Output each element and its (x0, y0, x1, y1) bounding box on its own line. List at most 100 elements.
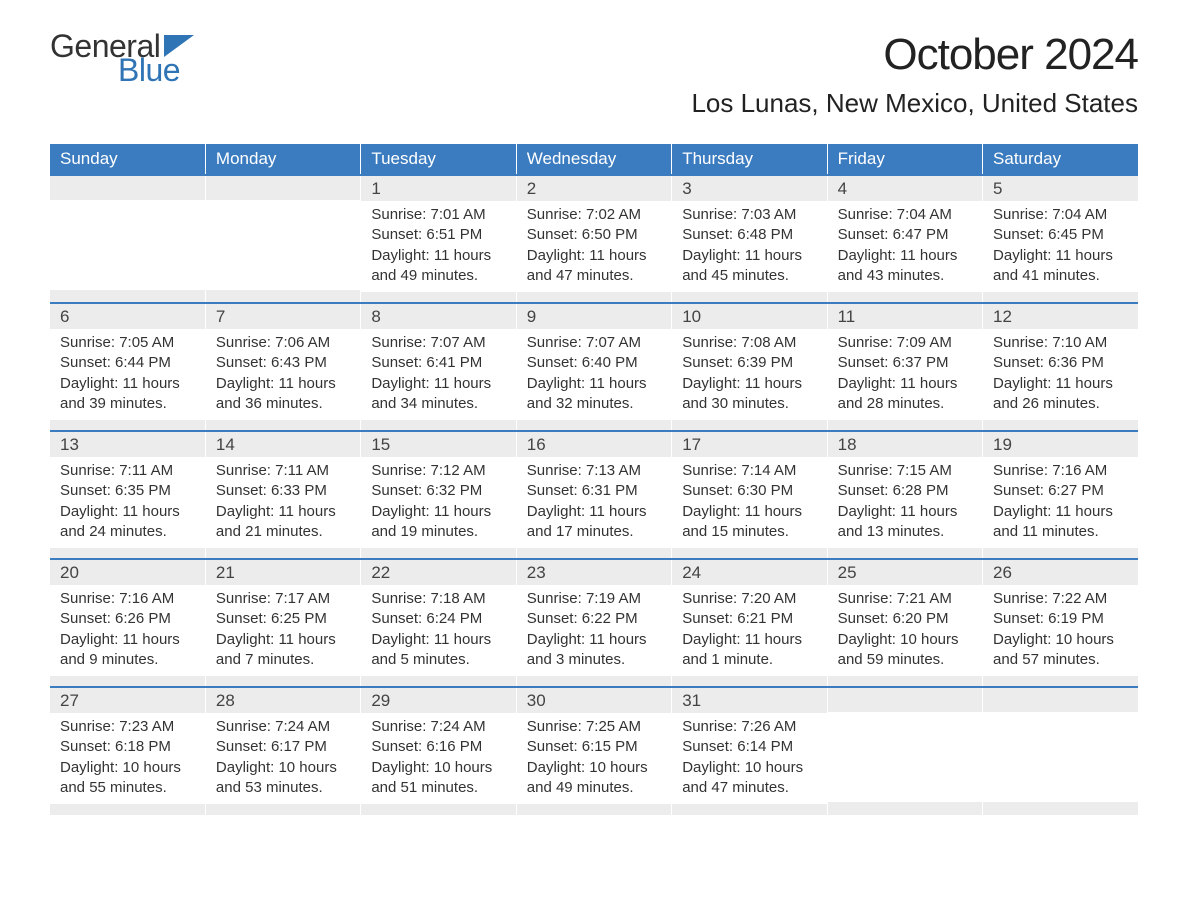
sunset-text: Sunset: 6:19 PM (993, 609, 1128, 629)
daylight-text-1: Daylight: 11 hours (527, 246, 661, 266)
calendar-cell: 26Sunrise: 7:22 AMSunset: 6:19 PMDayligh… (983, 559, 1138, 687)
sunset-text: Sunset: 6:44 PM (60, 353, 195, 373)
sunrise-text: Sunrise: 7:16 AM (993, 461, 1128, 481)
day-number: 19 (983, 432, 1138, 457)
sunrise-text: Sunrise: 7:11 AM (60, 461, 195, 481)
calendar-cell: 12Sunrise: 7:10 AMSunset: 6:36 PMDayligh… (983, 303, 1138, 431)
daylight-text-1: Daylight: 11 hours (216, 374, 350, 394)
calendar-cell: 9Sunrise: 7:07 AMSunset: 6:40 PMDaylight… (516, 303, 671, 431)
day-body: Sunrise: 7:11 AMSunset: 6:33 PMDaylight:… (206, 457, 360, 548)
daylight-text-2: and 13 minutes. (838, 522, 972, 542)
sunset-text: Sunset: 6:28 PM (838, 481, 972, 501)
daylight-text-2: and 47 minutes. (682, 778, 816, 798)
weekday-header: Sunday (50, 144, 205, 175)
day-body: Sunrise: 7:21 AMSunset: 6:20 PMDaylight:… (828, 585, 982, 676)
weekday-header: Friday (827, 144, 982, 175)
daylight-text-2: and 49 minutes. (371, 266, 505, 286)
sunrise-text: Sunrise: 7:01 AM (371, 205, 505, 225)
day-body: Sunrise: 7:20 AMSunset: 6:21 PMDaylight:… (672, 585, 826, 676)
sunrise-text: Sunrise: 7:05 AM (60, 333, 195, 353)
sunrise-text: Sunrise: 7:24 AM (371, 717, 505, 737)
calendar-cell: 23Sunrise: 7:19 AMSunset: 6:22 PMDayligh… (516, 559, 671, 687)
sunrise-text: Sunrise: 7:26 AM (682, 717, 816, 737)
logo: General Blue (50, 30, 194, 86)
sunrise-text: Sunrise: 7:07 AM (527, 333, 661, 353)
day-number: 10 (672, 304, 826, 329)
daylight-text-2: and 53 minutes. (216, 778, 350, 798)
day-number: 3 (672, 176, 826, 201)
sunrise-text: Sunrise: 7:20 AM (682, 589, 816, 609)
daylight-text-2: and 11 minutes. (993, 522, 1128, 542)
weekday-header: Thursday (672, 144, 827, 175)
calendar-cell: 22Sunrise: 7:18 AMSunset: 6:24 PMDayligh… (361, 559, 516, 687)
sunset-text: Sunset: 6:31 PM (527, 481, 661, 501)
daylight-text-2: and 17 minutes. (527, 522, 661, 542)
calendar-cell: 28Sunrise: 7:24 AMSunset: 6:17 PMDayligh… (205, 687, 360, 815)
sunset-text: Sunset: 6:16 PM (371, 737, 505, 757)
calendar-cell: 14Sunrise: 7:11 AMSunset: 6:33 PMDayligh… (205, 431, 360, 559)
daylight-text-1: Daylight: 11 hours (371, 374, 505, 394)
daylight-text-1: Daylight: 11 hours (60, 374, 195, 394)
sunrise-text: Sunrise: 7:16 AM (60, 589, 195, 609)
daylight-text-1: Daylight: 11 hours (682, 374, 816, 394)
calendar-week-row: 13Sunrise: 7:11 AMSunset: 6:35 PMDayligh… (50, 431, 1138, 559)
daylight-text-2: and 19 minutes. (371, 522, 505, 542)
sunrise-text: Sunrise: 7:02 AM (527, 205, 661, 225)
calendar-cell (205, 175, 360, 303)
calendar-week-row: 6Sunrise: 7:05 AMSunset: 6:44 PMDaylight… (50, 303, 1138, 431)
day-number: 29 (361, 688, 515, 713)
daylight-text-1: Daylight: 11 hours (993, 246, 1128, 266)
day-number: 17 (672, 432, 826, 457)
calendar-cell: 29 Sunrise: 7:24 AMSunset: 6:16 PMDayligh… (361, 687, 516, 815)
calendar-cell: 13Sunrise: 7:11 AMSunset: 6:35 PMDayligh… (50, 431, 205, 559)
calendar-cell: 19Sunrise: 7:16 AMSunset: 6:27 PMDayligh… (983, 431, 1138, 559)
daylight-text-1: Daylight: 11 hours (216, 502, 350, 522)
daylight-text-1: Daylight: 11 hours (527, 502, 661, 522)
day-number-empty (206, 176, 360, 200)
day-body: Sunrise: 7:02 AMSunset: 6:50 PMDaylight:… (517, 201, 671, 292)
sunset-text: Sunset: 6:22 PM (527, 609, 661, 629)
day-number: 1 (361, 176, 515, 201)
daylight-text-2: and 5 minutes. (371, 650, 505, 670)
sunrise-text: Sunrise: 7:25 AM (527, 717, 661, 737)
daylight-text-1: Daylight: 11 hours (60, 502, 195, 522)
weekday-header-row: SundayMondayTuesdayWednesdayThursdayFrid… (50, 144, 1138, 175)
calendar-cell: 8Sunrise: 7:07 AMSunset: 6:41 PMDaylight… (361, 303, 516, 431)
day-body: Sunrise: 7:18 AMSunset: 6:24 PMDaylight:… (361, 585, 515, 676)
daylight-text-2: and 47 minutes. (527, 266, 661, 286)
sunset-text: Sunset: 6:18 PM (60, 737, 195, 757)
daylight-text-1: Daylight: 10 hours (527, 758, 661, 778)
calendar-cell: 31Sunrise: 7:26 AMSunset: 6:14 PMDayligh… (672, 687, 827, 815)
sunrise-text: Sunrise: 7:14 AM (682, 461, 816, 481)
day-number: 21 (206, 560, 360, 585)
weekday-header: Tuesday (361, 144, 516, 175)
day-number: 11 (828, 304, 982, 329)
sunrise-text: Sunrise: 7:03 AM (682, 205, 816, 225)
daylight-text-1: Daylight: 10 hours (371, 758, 505, 778)
daylight-text-1: Daylight: 11 hours (371, 502, 505, 522)
daylight-text-1: Daylight: 11 hours (838, 374, 972, 394)
day-body: Sunrise: 7:09 AMSunset: 6:37 PMDaylight:… (828, 329, 982, 420)
sunset-text: Sunset: 6:26 PM (60, 609, 195, 629)
sunset-text: Sunset: 6:35 PM (60, 481, 195, 501)
day-body: Sunrise: 7:04 AMSunset: 6:45 PMDaylight:… (983, 201, 1138, 292)
day-body: Sunrise: 7:15 AMSunset: 6:28 PMDaylight:… (828, 457, 982, 548)
daylight-text-2: and 21 minutes. (216, 522, 350, 542)
day-body: Sunrise: 7:05 AMSunset: 6:44 PMDaylight:… (50, 329, 205, 420)
day-number: 27 (50, 688, 205, 713)
calendar-cell: 18Sunrise: 7:15 AMSunset: 6:28 PMDayligh… (827, 431, 982, 559)
calendar-cell: 24Sunrise: 7:20 AMSunset: 6:21 PMDayligh… (672, 559, 827, 687)
sunrise-text: Sunrise: 7:09 AM (838, 333, 972, 353)
calendar-cell: 20Sunrise: 7:16 AMSunset: 6:26 PMDayligh… (50, 559, 205, 687)
daylight-text-2: and 34 minutes. (371, 394, 505, 414)
calendar-week-row: 1Sunrise: 7:01 AMSunset: 6:51 PMDaylight… (50, 175, 1138, 303)
weekday-header: Wednesday (516, 144, 671, 175)
day-number: 2 (517, 176, 671, 201)
day-number: 8 (361, 304, 515, 329)
sunrise-text: Sunrise: 7:17 AM (216, 589, 350, 609)
page-title: October 2024 (691, 30, 1138, 80)
day-number: 16 (517, 432, 671, 457)
calendar-body: 1Sunrise: 7:01 AMSunset: 6:51 PMDaylight… (50, 175, 1138, 815)
calendar-cell (983, 687, 1138, 815)
location-text: Los Lunas, New Mexico, United States (691, 88, 1138, 119)
